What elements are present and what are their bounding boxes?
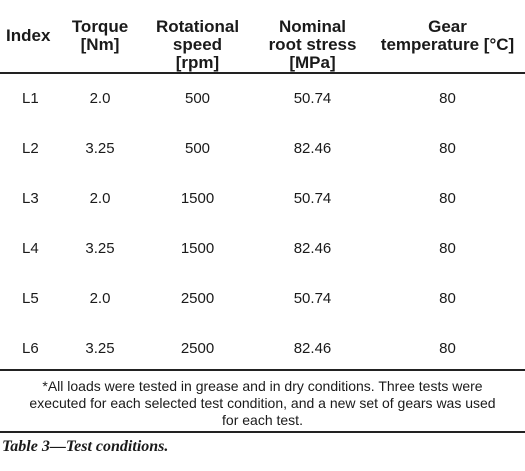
cell-torque: 3.25 xyxy=(85,339,115,357)
header-rotational-speed-line: [rpm] xyxy=(175,53,220,72)
cell-index: L3 xyxy=(22,189,39,207)
cell-torque: 2.0 xyxy=(89,90,111,107)
table-row: L6 3.25 2500 82.46 80 xyxy=(0,323,525,373)
cell-index: L2 xyxy=(22,139,39,157)
cell-rotational-speed: 1500 xyxy=(180,189,215,207)
header-torque-line: Torque xyxy=(71,17,129,36)
cell-nominal-root-stress: 82.46 xyxy=(293,339,332,357)
table-header-row: Index Torque [Nm] Rotational speed [rpm] Nomin… xyxy=(0,0,525,74)
cell-nominal-root-stress: 50.74 xyxy=(293,90,332,107)
cell-rotational-speed: 500 xyxy=(184,90,211,107)
cell-rotational-speed: 1500 xyxy=(180,239,215,257)
header-index-line: Index xyxy=(6,26,51,45)
cell-gear-temperature: 80 xyxy=(439,189,456,207)
table-footnote: *All loads were tested in grease and in … xyxy=(0,369,525,433)
header-torque: Torque [Nm] xyxy=(60,0,140,74)
header-rotational-speed: Rotational speed [rpm] xyxy=(140,0,255,74)
cell-nominal-root-stress: 50.74 xyxy=(293,189,332,207)
cell-nominal-root-stress: 50.74 xyxy=(293,289,332,307)
cell-index: L5 xyxy=(22,289,39,307)
cell-gear-temperature: 80 xyxy=(439,139,456,157)
header-rotational-speed-line: Rotational xyxy=(155,17,240,36)
table-row: L5 2.0 2500 50.74 80 xyxy=(0,273,525,323)
cell-rotational-speed: 500 xyxy=(184,139,211,157)
cell-torque: 2.0 xyxy=(89,289,111,307)
header-nominal-root-stress-line: [MPa] xyxy=(289,53,336,72)
cell-gear-temperature: 80 xyxy=(439,289,456,307)
cell-gear-temperature: 80 xyxy=(439,339,456,357)
header-index: Index xyxy=(0,0,60,74)
header-gear-temperature-line: Gear xyxy=(428,17,467,36)
cell-index: L4 xyxy=(22,239,39,257)
cell-torque: 3.25 xyxy=(85,139,115,157)
cell-rotational-speed: 2500 xyxy=(180,339,215,357)
cell-rotational-speed: 2500 xyxy=(180,289,215,307)
header-torque-line: [Nm] xyxy=(80,35,120,54)
header-nominal-root-stress: Nominal root stress [MPa] xyxy=(255,0,370,74)
table-row: L3 2.0 1500 50.74 80 xyxy=(0,173,525,223)
table-body: L1 2.0 500 50.74 80 L2 3.25 500 82.46 80 L3 2.0 1500… xyxy=(0,73,525,373)
header-nominal-root-stress-line: Nominal xyxy=(278,17,347,36)
header-gear-temperature-line: temperature [°C] xyxy=(380,35,515,54)
test-conditions-table: Index Torque [Nm] Rotational speed [rpm] Nomin… xyxy=(0,0,525,373)
table-row: L4 3.25 1500 82.46 80 xyxy=(0,223,525,273)
cell-torque: 3.25 xyxy=(85,239,115,257)
header-nominal-root-stress-line: root stress xyxy=(268,35,357,54)
cell-gear-temperature: 80 xyxy=(439,239,456,257)
cell-index: L1 xyxy=(22,90,39,107)
cell-nominal-root-stress: 82.46 xyxy=(293,139,332,157)
cell-nominal-root-stress: 82.46 xyxy=(293,239,332,257)
header-gear-temperature: Gear temperature [°C] xyxy=(370,0,525,74)
test-conditions-table-container: Index Torque [Nm] Rotational speed [rpm] Nomin… xyxy=(0,0,525,373)
cell-gear-temperature: 80 xyxy=(439,90,456,107)
cell-torque: 2.0 xyxy=(89,189,111,207)
table-caption: Table 3—Test conditions. xyxy=(2,438,169,455)
table-row: L2 3.25 500 82.46 80 xyxy=(0,123,525,173)
cell-index: L6 xyxy=(22,339,39,357)
header-rotational-speed-line: speed xyxy=(172,35,223,54)
table-row: L1 2.0 500 50.74 80 xyxy=(0,73,525,123)
